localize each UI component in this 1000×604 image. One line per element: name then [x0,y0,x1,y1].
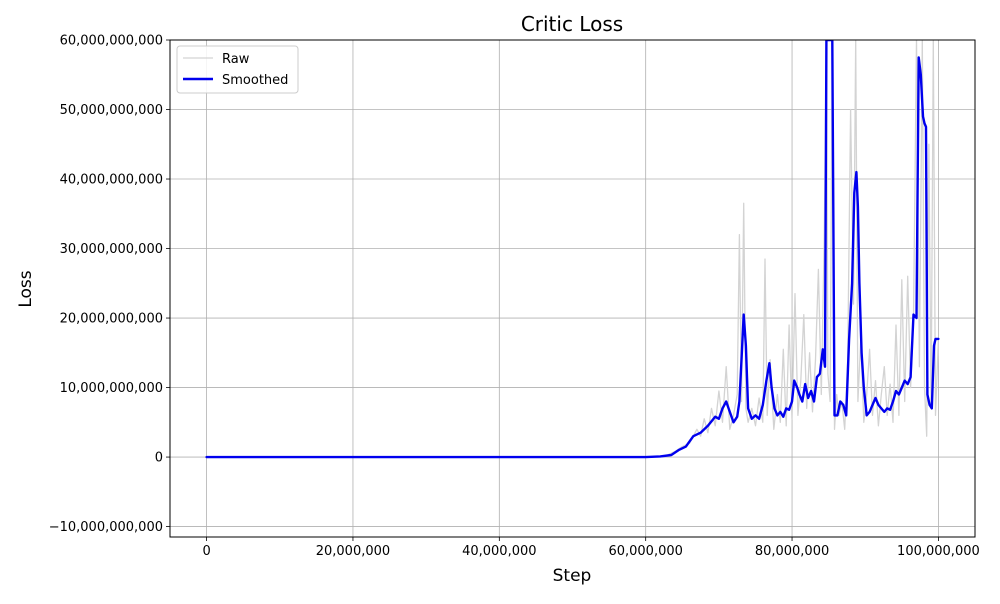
y-tick-label: 30,000,000,000 [60,242,163,257]
x-axis-label: Step [553,566,592,586]
x-tick-label: 40,000,000 [462,544,536,559]
y-tick-label: 50,000,000,000 [60,103,163,118]
y-tick-label: 10,000,000,000 [60,381,163,396]
x-tick-label: 20,000,000 [316,544,390,559]
legend-label-raw: Raw [222,52,250,67]
y-axis-label: Loss [16,270,36,307]
legend-label-smoothed: Smoothed [222,73,288,88]
y-tick-label: 0 [155,451,163,466]
legend: Raw Smoothed [176,45,299,94]
x-tick-label: 100,000,000 [897,544,980,559]
chart-title: Critic Loss [521,12,623,36]
series-line-smoothed [205,40,940,459]
y-tick-label: −10,000,000,000 [49,520,163,535]
y-tick-label: 20,000,000,000 [60,312,163,327]
plot-area-frame [169,39,976,538]
y-tick-label: 60,000,000,000 [60,34,163,49]
x-tick-label: 0 [202,544,210,559]
x-tick-label: 60,000,000 [608,544,682,559]
series-line-raw [205,40,940,458]
y-tick-label: 40,000,000,000 [60,173,163,188]
axis-ticks: 0 20,000,000 40,000,000 60,000,000 80,000,00… [49,34,980,560]
series-layer [205,40,940,459]
x-tick-label: 80,000,000 [755,544,829,559]
